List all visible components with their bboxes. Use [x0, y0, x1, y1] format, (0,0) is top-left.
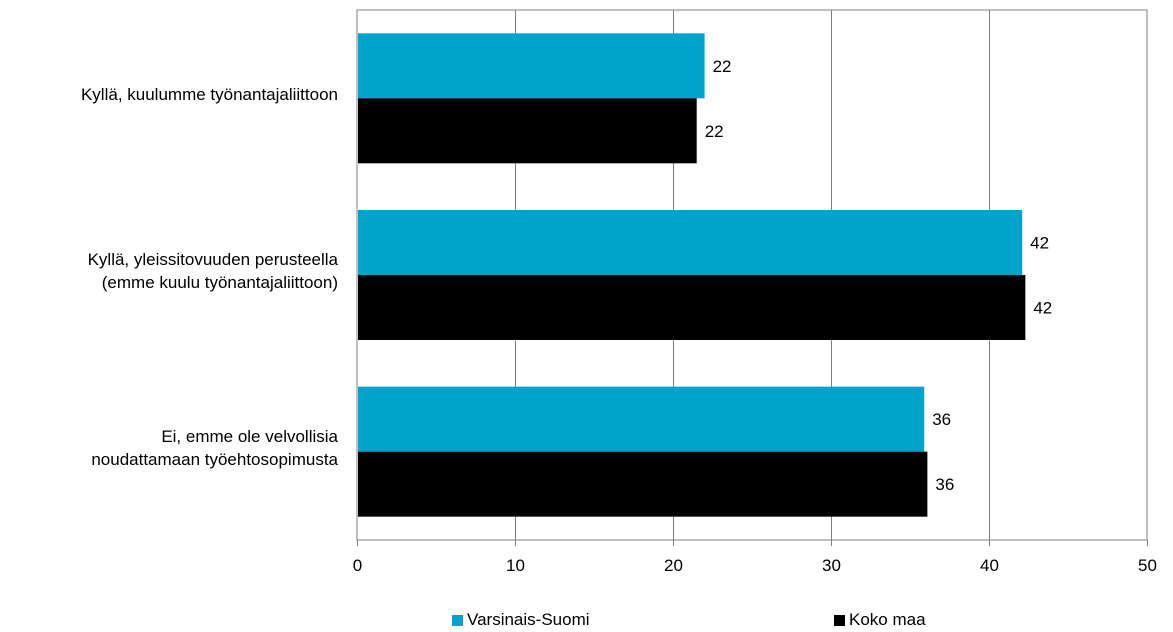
category-label-line: Kyllä, yleissitovuuden perusteella [87, 250, 338, 269]
data-label: 42 [1030, 234, 1049, 253]
data-label: 42 [1033, 299, 1052, 318]
bar-koko-maa [358, 98, 697, 164]
bar-varsinais-suomi [358, 210, 1023, 275]
legend-label-varsinais-suomi: Varsinais-Suomi [467, 610, 590, 629]
data-label: 22 [705, 122, 724, 141]
legend-label-koko-maa: Koko maa [849, 610, 926, 629]
legend-swatch-varsinais-suomi [452, 614, 463, 626]
legend-item-koko-maa: Koko maa [834, 608, 926, 632]
x-tick-label: 0 [353, 556, 362, 575]
category-label-line: noudattamaan työehtosopimusta [91, 449, 338, 469]
legend-swatch-koko-maa [834, 614, 845, 626]
category-label-line: Kyllä, kuulumme työnantajaliittoon [80, 84, 338, 104]
category-label-line: (emme kuulu työnantajaliittoon) [101, 273, 338, 292]
data-label: 36 [935, 475, 954, 494]
legend-item-varsinais-suomi: Varsinais-Suomi [452, 608, 590, 632]
bar-varsinais-suomi [358, 33, 705, 99]
x-tick-label: 50 [1138, 556, 1157, 575]
bar-koko-maa [358, 275, 1026, 340]
bar-koko-maa [358, 451, 928, 517]
x-tick-label: 30 [822, 556, 841, 575]
data-label: 22 [713, 57, 732, 76]
x-tick-label: 40 [980, 556, 999, 575]
x-tick-label: 10 [506, 556, 525, 575]
bar-varsinais-suomi [358, 386, 925, 452]
data-label: 36 [932, 410, 951, 429]
x-tick-label: 20 [664, 556, 683, 575]
category-label: Kyllä, kuulumme työnantajaliittoon [0, 83, 338, 106]
plot-area [356, 9, 1148, 541]
category-label-line: Ei, emme ole velvollisia [161, 426, 338, 446]
category-label: Kyllä, yleissitovuuden perusteella (emme … [0, 248, 338, 294]
category-label: Ei, emme ole velvollisia noudattamaan työ… [0, 425, 338, 471]
